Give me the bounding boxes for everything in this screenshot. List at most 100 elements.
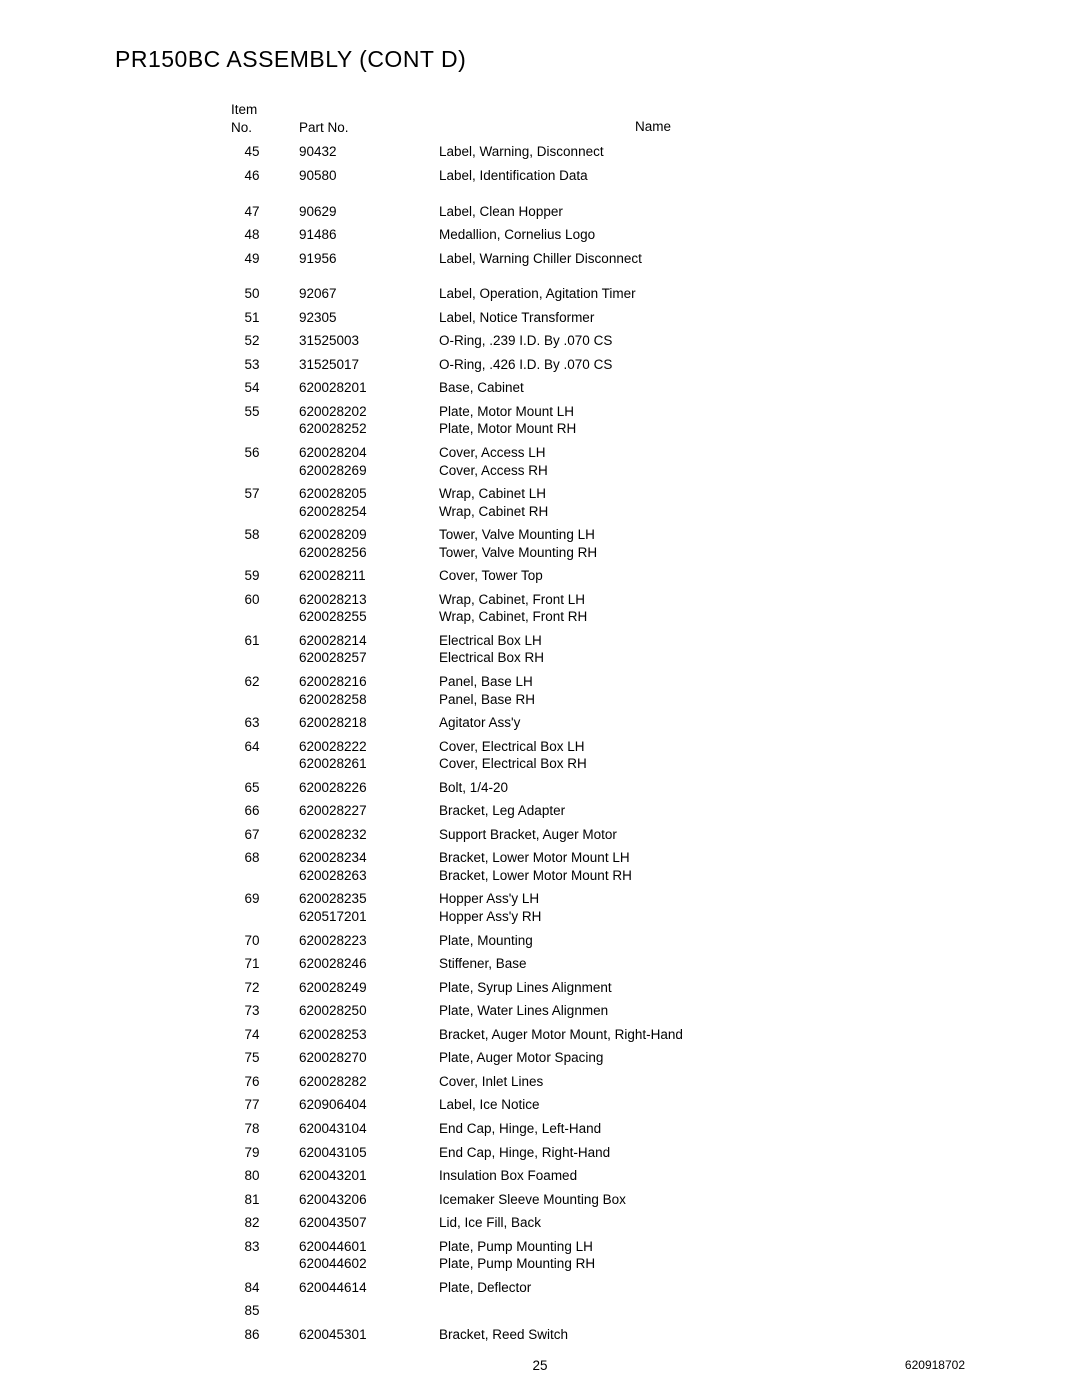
- item-number: 77: [231, 1096, 299, 1114]
- item-number: 64: [231, 738, 299, 773]
- part-number: 620028249: [299, 979, 439, 997]
- table-row: 67620028232Support Bracket, Auger Motor: [231, 826, 1080, 844]
- table-row: 85: [231, 1302, 1080, 1320]
- item-number: 84: [231, 1279, 299, 1297]
- item-number: 82: [231, 1214, 299, 1232]
- header-item-line1: Item: [231, 101, 299, 119]
- part-name: Label, Clean Hopper: [439, 203, 1080, 221]
- part-number: 620028218: [299, 714, 439, 732]
- part-name: Agitator Ass'y: [439, 714, 1080, 732]
- part-number: 620043201: [299, 1167, 439, 1185]
- part-number: 620043507: [299, 1214, 439, 1232]
- table-row: 75620028270Plate, Auger Motor Spacing: [231, 1049, 1080, 1067]
- item-number: 59: [231, 567, 299, 585]
- part-number: 92305: [299, 309, 439, 327]
- part-name: Cover, Tower Top: [439, 567, 1080, 585]
- table-row: 55620028202620028252Plate, Motor Mount L…: [231, 403, 1080, 438]
- item-number: 51: [231, 309, 299, 327]
- part-number: 620028226: [299, 779, 439, 797]
- part-number: 31525003: [299, 332, 439, 350]
- part-name: Bracket, Lower Motor Mount LHBracket, Lo…: [439, 849, 1080, 884]
- part-name: Label, Notice Transformer: [439, 309, 1080, 327]
- part-number: 31525017: [299, 356, 439, 374]
- table-row: 74620028253Bracket, Auger Motor Mount, R…: [231, 1026, 1080, 1044]
- item-number: 49: [231, 250, 299, 268]
- table-row: 73620028250Plate, Water Lines Alignmen: [231, 1002, 1080, 1020]
- item-number: 63: [231, 714, 299, 732]
- table-row: 54620028201Base, Cabinet: [231, 379, 1080, 397]
- table-row: 4690580Label, Identification Data: [231, 167, 1080, 185]
- part-number: 620028204620028269: [299, 444, 439, 479]
- part-number: 90580: [299, 167, 439, 185]
- part-name: Support Bracket, Auger Motor: [439, 826, 1080, 844]
- part-name: Medallion, Cornelius Logo: [439, 226, 1080, 244]
- table-row: 56620028204620028269Cover, Access LHCove…: [231, 444, 1080, 479]
- header-item-no: Item No.: [231, 101, 299, 137]
- table-row: 5231525003O-Ring, .239 I.D. By .070 CS: [231, 332, 1080, 350]
- item-number: 83: [231, 1238, 299, 1273]
- part-name: Plate, Motor Mount LHPlate, Motor Mount …: [439, 403, 1080, 438]
- table-row: 64620028222620028261Cover, Electrical Bo…: [231, 738, 1080, 773]
- part-name: Label, Operation, Agitation Timer: [439, 285, 1080, 303]
- item-number: 52: [231, 332, 299, 350]
- item-number: 48: [231, 226, 299, 244]
- part-number: 620044601620044602: [299, 1238, 439, 1273]
- item-number: 67: [231, 826, 299, 844]
- table-row: 4991956Label, Warning Chiller Disconnect: [231, 250, 1080, 268]
- item-number: 53: [231, 356, 299, 374]
- part-name: Plate, Syrup Lines Alignment: [439, 979, 1080, 997]
- header-part-no: Part No.: [299, 101, 439, 137]
- item-number: 81: [231, 1191, 299, 1209]
- part-name: Bolt, 1/4-20: [439, 779, 1080, 797]
- table-row: 83620044601620044602Plate, Pump Mounting…: [231, 1238, 1080, 1273]
- page-number: 25: [532, 1358, 547, 1373]
- part-name: Cover, Access LHCover, Access RH: [439, 444, 1080, 479]
- part-number: 620028211: [299, 567, 439, 585]
- part-number: 620028205620028254: [299, 485, 439, 520]
- table-row: 80620043201Insulation Box Foamed: [231, 1167, 1080, 1185]
- table-row: 60620028213620028255Wrap, Cabinet, Front…: [231, 591, 1080, 626]
- part-name: Plate, Pump Mounting LHPlate, Pump Mount…: [439, 1238, 1080, 1273]
- part-name: Lid, Ice Fill, Back: [439, 1214, 1080, 1232]
- table-row: 71620028246Stiffener, Base: [231, 955, 1080, 973]
- item-number: 86: [231, 1326, 299, 1344]
- item-number: 54: [231, 379, 299, 397]
- part-name: Insulation Box Foamed: [439, 1167, 1080, 1185]
- part-name: Wrap, Cabinet LHWrap, Cabinet RH: [439, 485, 1080, 520]
- part-name: Plate, Deflector: [439, 1279, 1080, 1297]
- part-number: 620043104: [299, 1120, 439, 1138]
- table-row: 70620028223Plate, Mounting: [231, 932, 1080, 950]
- table-row: 57620028205620028254Wrap, Cabinet LHWrap…: [231, 485, 1080, 520]
- table-row: 61620028214620028257Electrical Box LHEle…: [231, 632, 1080, 667]
- part-number: 620906404: [299, 1096, 439, 1114]
- item-number: 70: [231, 932, 299, 950]
- item-number: 72: [231, 979, 299, 997]
- parts-table: Item No. Part No. Name 4590432Label, War…: [231, 101, 1080, 1343]
- item-number: 55: [231, 403, 299, 438]
- part-name: Base, Cabinet: [439, 379, 1080, 397]
- part-number: 620028282: [299, 1073, 439, 1091]
- header-item-line2: No.: [231, 119, 299, 137]
- part-name: Electrical Box LHElectrical Box RH: [439, 632, 1080, 667]
- table-row: 62620028216620028258Panel, Base LHPanel,…: [231, 673, 1080, 708]
- part-number: 620043105: [299, 1144, 439, 1162]
- part-number: 90629: [299, 203, 439, 221]
- item-number: 60: [231, 591, 299, 626]
- part-number: 91486: [299, 226, 439, 244]
- table-row: 79620043105End Cap, Hinge, Right-Hand: [231, 1144, 1080, 1162]
- table-row: 63620028218Agitator Ass'y: [231, 714, 1080, 732]
- part-number: 620028227: [299, 802, 439, 820]
- item-number: 61: [231, 632, 299, 667]
- table-row: 59620028211Cover, Tower Top: [231, 567, 1080, 585]
- table-row: 81620043206Icemaker Sleeve Mounting Box: [231, 1191, 1080, 1209]
- part-name: Label, Ice Notice: [439, 1096, 1080, 1114]
- table-row: 78620043104End Cap, Hinge, Left-Hand: [231, 1120, 1080, 1138]
- item-number: 46: [231, 167, 299, 185]
- part-number: 620028270: [299, 1049, 439, 1067]
- part-name: Bracket, Auger Motor Mount, Right-Hand: [439, 1026, 1080, 1044]
- item-number: 79: [231, 1144, 299, 1162]
- part-number: 620028246: [299, 955, 439, 973]
- part-name: Label, Warning, Disconnect: [439, 143, 1080, 161]
- part-name: O-Ring, .426 I.D. By .070 CS: [439, 356, 1080, 374]
- part-name: Plate, Auger Motor Spacing: [439, 1049, 1080, 1067]
